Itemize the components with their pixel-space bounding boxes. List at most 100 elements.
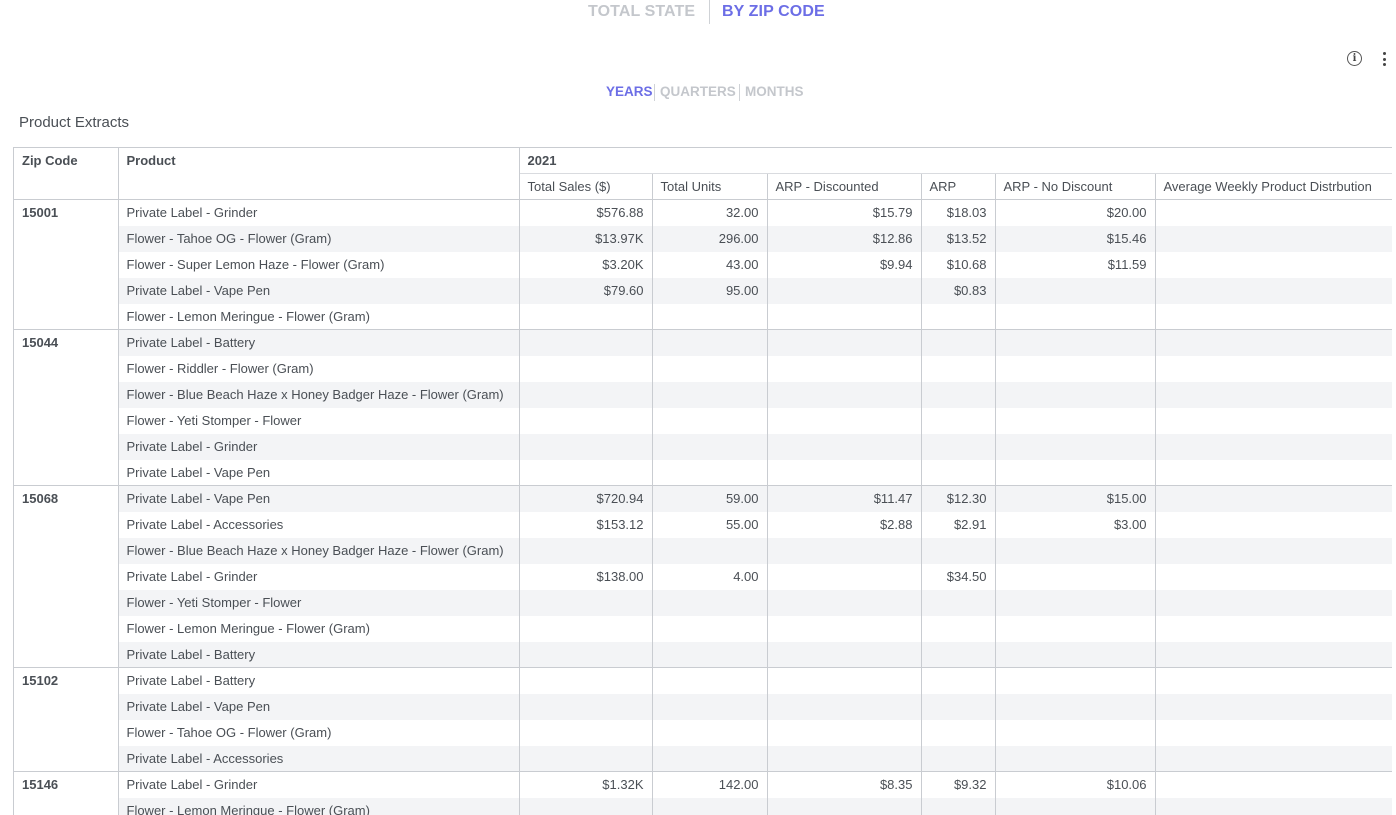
metric-cell (767, 745, 922, 772)
metric-cell: $720.94 (519, 485, 653, 512)
metric-cell (519, 433, 653, 460)
product-cell: Private Label - Grinder (118, 563, 520, 590)
table-row: Flower - Riddler - Flower (Gram) (14, 355, 1392, 382)
tab-quarters[interactable]: QUARTERS (660, 84, 736, 99)
metric-cell (921, 693, 996, 720)
kebab-menu-icon[interactable] (1381, 52, 1387, 68)
metric-cell (995, 407, 1156, 434)
metric-cell (767, 407, 922, 434)
metric-cell (995, 589, 1156, 616)
metric-header[interactable]: ARP - Discounted (767, 173, 922, 200)
metric-cell (652, 641, 768, 668)
product-cell: Flower - Blue Beach Haze x Honey Badger … (118, 381, 520, 408)
metric-cell (995, 797, 1156, 815)
metric-cell (1155, 667, 1392, 694)
product-cell: Flower - Tahoe OG - Flower (Gram) (118, 719, 520, 746)
metric-cell (767, 719, 922, 746)
table-row: Private Label - Grinder (14, 433, 1392, 460)
info-icon[interactable]: i (1347, 51, 1362, 66)
product-cell: Private Label - Vape Pen (118, 277, 520, 304)
metric-cell (652, 589, 768, 616)
metric-cell (1155, 589, 1392, 616)
metric-cell: $10.68 (921, 251, 996, 278)
metric-cell (519, 667, 653, 694)
table-row: Flower - Lemon Meringue - Flower (Gram) (14, 303, 1392, 330)
metric-cell: 12 (1155, 199, 1392, 226)
metric-cell (652, 745, 768, 772)
metric-cell (995, 381, 1156, 408)
metric-cell (519, 797, 653, 815)
metric-cell: $576.88 (519, 199, 653, 226)
product-cell: Private Label - Battery (118, 329, 520, 356)
tab-total-state[interactable]: TOTAL STATE (588, 3, 696, 20)
metric-header[interactable]: ARP - No Discount (995, 173, 1156, 200)
metric-cell: 59.00 (652, 485, 768, 512)
table-body: 15001 Private Label - Grinder $576.88 32.00… (14, 199, 1392, 815)
metric-header[interactable]: ARP (921, 173, 996, 200)
metric-cell (921, 329, 996, 356)
metric-cell (652, 381, 768, 408)
table-row: Flower - Yeti Stomper - Flower (14, 589, 1392, 616)
metric-cell (1155, 303, 1392, 330)
metric-cell (921, 641, 996, 668)
metric-cell: 14 (1155, 771, 1392, 798)
metric-cell (995, 745, 1156, 772)
metric-cell (995, 641, 1156, 668)
product-cell: Flower - Lemon Meringue - Flower (Gram) (118, 797, 520, 815)
metric-cell (921, 407, 996, 434)
product-cell: Private Label - Vape Pen (118, 693, 520, 720)
product-cell: Flower - Super Lemon Haze - Flower (Gram… (118, 251, 520, 278)
metric-cell: 6 (1155, 277, 1392, 304)
metric-cell: $15.79 (767, 199, 922, 226)
metric-cell (767, 563, 922, 590)
metric-cell (1155, 641, 1392, 668)
metric-cell (921, 381, 996, 408)
metric-cell (921, 303, 996, 330)
metric-cell (519, 303, 653, 330)
metric-cell (1155, 745, 1392, 772)
metric-cell (519, 329, 653, 356)
metric-cell (921, 719, 996, 746)
metric-cell (652, 537, 768, 564)
metric-cell: 95.00 (652, 277, 768, 304)
zip-code-cell: 15044 (14, 329, 119, 486)
year-header: 2021 (519, 147, 1392, 174)
metric-cell: $15.00 (995, 485, 1156, 512)
metric-cell (995, 459, 1156, 486)
metric-cell (519, 745, 653, 772)
tab-months[interactable]: MONTHS (745, 84, 804, 99)
metric-cell (519, 381, 653, 408)
tab-by-zip-code[interactable]: BY ZIP CODE (722, 3, 825, 20)
zip-code-cell: 15001 (14, 199, 119, 330)
metric-header[interactable]: Total Units (652, 173, 768, 200)
metric-cell: $12.86 (767, 225, 922, 252)
metric-cell: 43.00 (652, 251, 768, 278)
product-cell: Flower - Yeti Stomper - Flower (118, 407, 520, 434)
metric-cell (767, 615, 922, 642)
product-cell: Flower - Blue Beach Haze x Honey Badger … (118, 537, 520, 564)
metric-cell (519, 693, 653, 720)
metric-cell (1155, 355, 1392, 382)
metric-cell (995, 693, 1156, 720)
metric-cell (767, 459, 922, 486)
product-cell: Private Label - Grinder (118, 771, 520, 798)
table-row: Flower - Super Lemon Haze - Flower (Gram… (14, 251, 1392, 278)
metric-cell (767, 329, 922, 356)
metric-cell: $2.91 (921, 511, 996, 538)
metric-cell (921, 615, 996, 642)
zip-code-cell: 15146 (14, 771, 119, 815)
metric-cell: 4.00 (652, 563, 768, 590)
product-header[interactable]: Product (118, 147, 520, 200)
metric-header[interactable]: Average Weekly Product Distrbution (1155, 173, 1392, 200)
zip-code-header[interactable]: Zip Code (14, 147, 119, 200)
tab-years[interactable]: YEARS (606, 84, 653, 99)
metric-header[interactable]: Total Sales ($) (519, 173, 653, 200)
metric-cell: 296.00 (652, 225, 768, 252)
metric-cell (1155, 381, 1392, 408)
data-table-container[interactable]: Zip Code Product 2021 Total Sales ($) To… (13, 147, 1392, 815)
metric-cell (767, 355, 922, 382)
metric-cell (995, 433, 1156, 460)
table-row: Flower - Yeti Stomper - Flower (14, 407, 1392, 434)
period-divider (739, 84, 740, 101)
table-row: Private Label - Accessories $153.12 55.00 $… (14, 511, 1392, 538)
